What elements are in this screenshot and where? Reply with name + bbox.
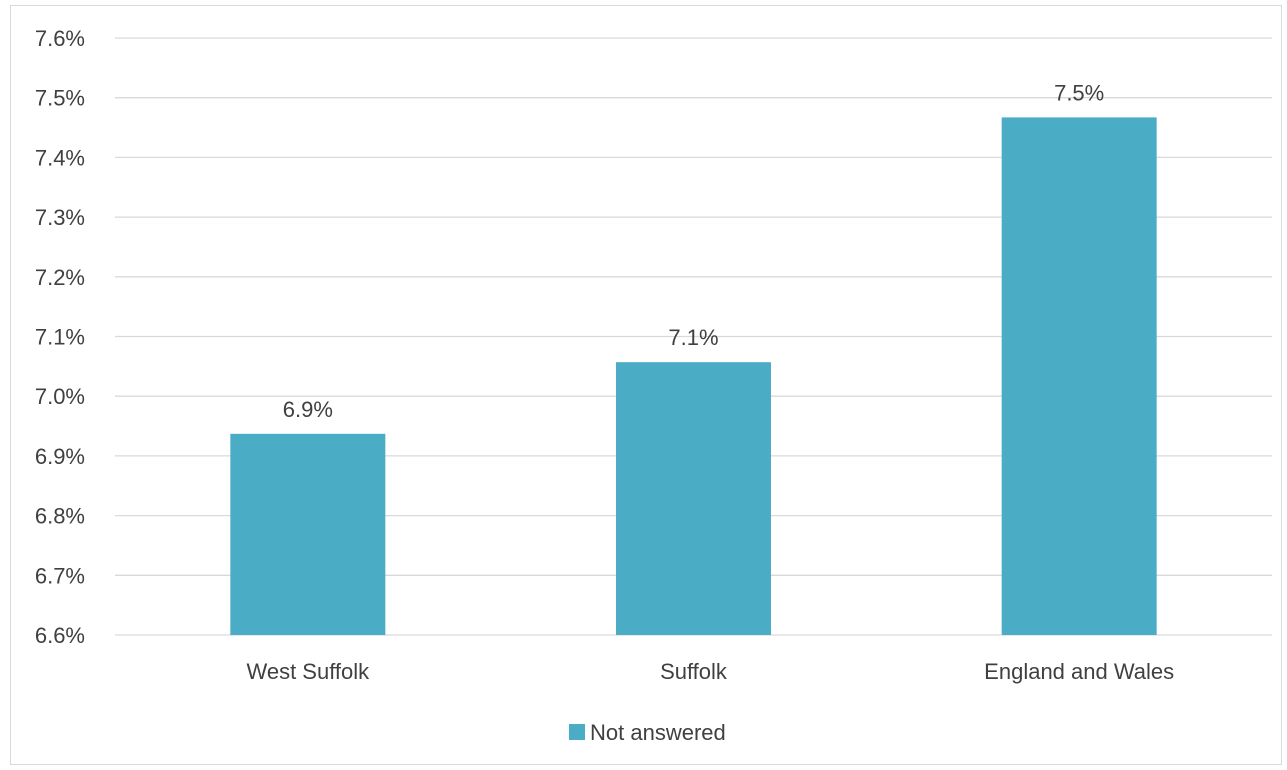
x-axis-ticks: West Suffolk Suffolk England and Wales [246,659,1174,684]
legend-label: Not answered [590,720,726,745]
y-tick-label: 7.3% [35,205,85,230]
x-tick-label: Suffolk [660,659,728,684]
bar [616,362,771,635]
y-tick-label: 7.4% [35,145,85,170]
y-tick-label: 6.8% [35,504,85,529]
y-tick-label: 6.9% [35,444,85,469]
x-tick-label: England and Wales [984,659,1174,684]
bar [230,433,386,635]
x-tick-label: West Suffolk [246,659,370,684]
legend-swatch [569,724,585,740]
y-tick-label: 7.6% [35,26,85,51]
legend: Not answered [569,720,726,745]
data-label: 7.1% [668,325,718,350]
data-label: 6.9% [283,397,333,422]
y-tick-label: 7.2% [35,265,85,290]
y-tick-label: 7.1% [35,325,85,350]
y-axis-ticks: 6.6% 6.7% 6.8% 6.9% 7.0% 7.1% 7.2% 7.3% 7.4% 7.5%… [35,26,85,648]
data-label: 7.5% [1054,80,1104,105]
bar [1001,117,1157,635]
y-tick-label: 7.0% [35,384,85,409]
y-tick-label: 6.6% [35,623,85,648]
y-tick-label: 7.5% [35,86,85,111]
bars [230,117,1157,635]
data-labels: 6.9% 7.1% 7.5% [283,80,1104,421]
y-tick-label: 6.7% [35,563,85,588]
